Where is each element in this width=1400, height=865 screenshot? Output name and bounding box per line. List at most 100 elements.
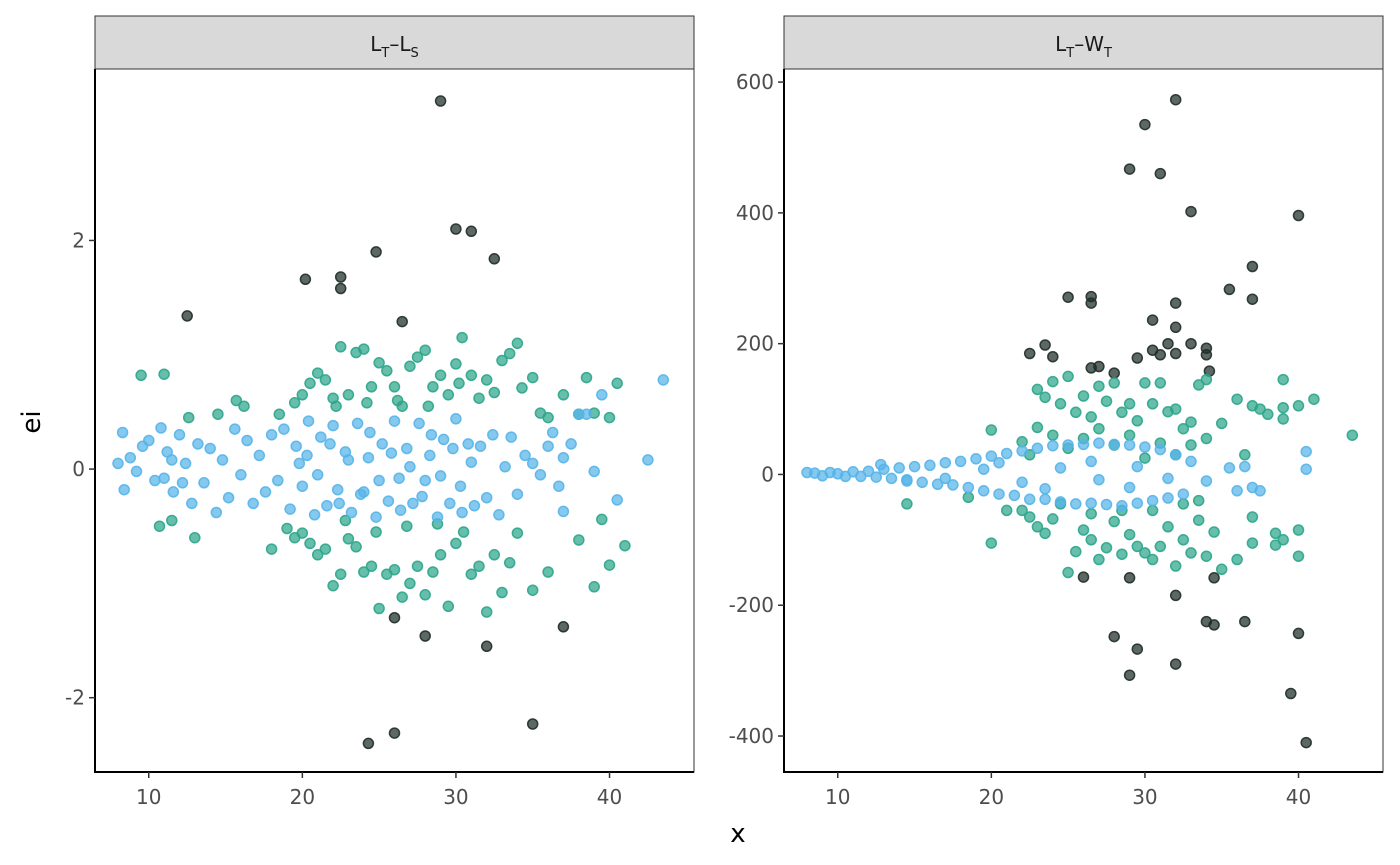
point-mid [1039,527,1051,540]
point-inner [284,503,296,515]
point-mid [411,560,424,572]
panel-lt-wt: LT–WT 10 20 30 40 -400 -200 0 200 400 600 [729,15,1384,809]
point-inner [985,450,998,462]
point-mid [1292,400,1305,412]
point-mid [166,514,178,527]
point-mid [473,392,485,404]
y-tick-label: 400 [736,201,774,225]
point-mid [1308,393,1320,405]
point-inner [362,451,375,464]
point-mid [557,389,570,401]
point-mid [1346,429,1359,441]
point-inner [1100,498,1113,511]
point-inner [862,465,875,477]
y-tick-label: 600 [736,70,774,94]
point-inner [1231,485,1243,497]
point-mid [388,563,401,576]
point-mid [296,389,309,401]
point-mid [230,394,243,407]
point-outer [1123,163,1136,175]
point-outer [434,95,447,107]
point-inner [511,488,524,500]
point-inner [1239,460,1251,473]
point-mid [342,389,355,401]
point-mid [496,354,508,367]
point-outer [1285,687,1297,700]
point-mid [603,559,616,571]
point-outer [388,611,401,624]
point-mid [1162,521,1174,533]
point-outer [1208,619,1220,631]
point-inner [290,440,302,452]
point-mid [1154,377,1167,389]
point-mid [311,367,324,379]
point-inner [198,477,210,489]
point-mid [1100,395,1113,407]
point-mid [457,526,470,538]
point-mid [1123,528,1136,541]
point-inner [179,457,192,470]
point-inner [1146,494,1159,507]
point-mid [1185,439,1197,451]
point-mid [1231,553,1243,566]
point-mid [434,369,447,382]
y-tick-label: -2 [65,686,85,710]
point-mid [1000,504,1013,517]
point-inner [222,491,235,504]
point-inner [1031,442,1044,455]
point-inner [454,480,467,492]
point-mid [391,394,404,407]
point-mid [1108,377,1120,389]
point-inner [210,506,223,519]
panel-2-strip-label: LT–WT [1055,32,1112,61]
point-mid [496,586,508,599]
point-mid [1108,515,1120,528]
point-outer [1169,297,1182,309]
point-mid [1116,406,1128,419]
point-outer [334,271,347,283]
point-outer [1292,627,1305,640]
point-mid [288,397,301,409]
point-mid [334,568,347,580]
point-mid [373,357,385,369]
point-inner [416,490,428,503]
point-mid [473,560,485,572]
point-inner [385,447,398,459]
panel-lt-ls: LT–LS 10 20 30 40 -2 0 2 [65,15,695,809]
point-inner [505,431,517,443]
point-inner [1154,443,1167,456]
point-inner [1162,492,1174,504]
point-inner [176,477,189,489]
point-mid [1093,553,1105,566]
point-outer [1169,658,1182,670]
point-outer [1154,349,1167,361]
point-inner [413,417,425,430]
point-mid [1215,417,1228,430]
point-inner [596,389,608,401]
point-mid [304,537,316,550]
point-mid [1185,547,1197,559]
point-inner [611,494,623,506]
point-outer [370,246,382,258]
point-mid [1085,507,1097,520]
point-inner [1039,483,1051,495]
point-mid [401,520,413,532]
point-inner [1085,455,1097,468]
point-mid [1192,494,1205,507]
point-inner [333,497,345,510]
point-inner [382,495,395,507]
point-inner [424,449,436,462]
point-mid [327,579,339,592]
x-tick-label: 20 [290,785,315,809]
point-mid [962,491,975,504]
point-inner [1185,455,1197,468]
point-mid [427,381,439,393]
panel-2-axes: 10 20 30 40 -400 -200 0 200 400 600 [729,69,1383,809]
point-inner [342,454,355,466]
point-inner [301,449,313,462]
point-inner [499,461,511,473]
y-axis-title: ei [17,410,47,433]
point-outer [1162,337,1174,350]
point-mid [365,560,378,572]
